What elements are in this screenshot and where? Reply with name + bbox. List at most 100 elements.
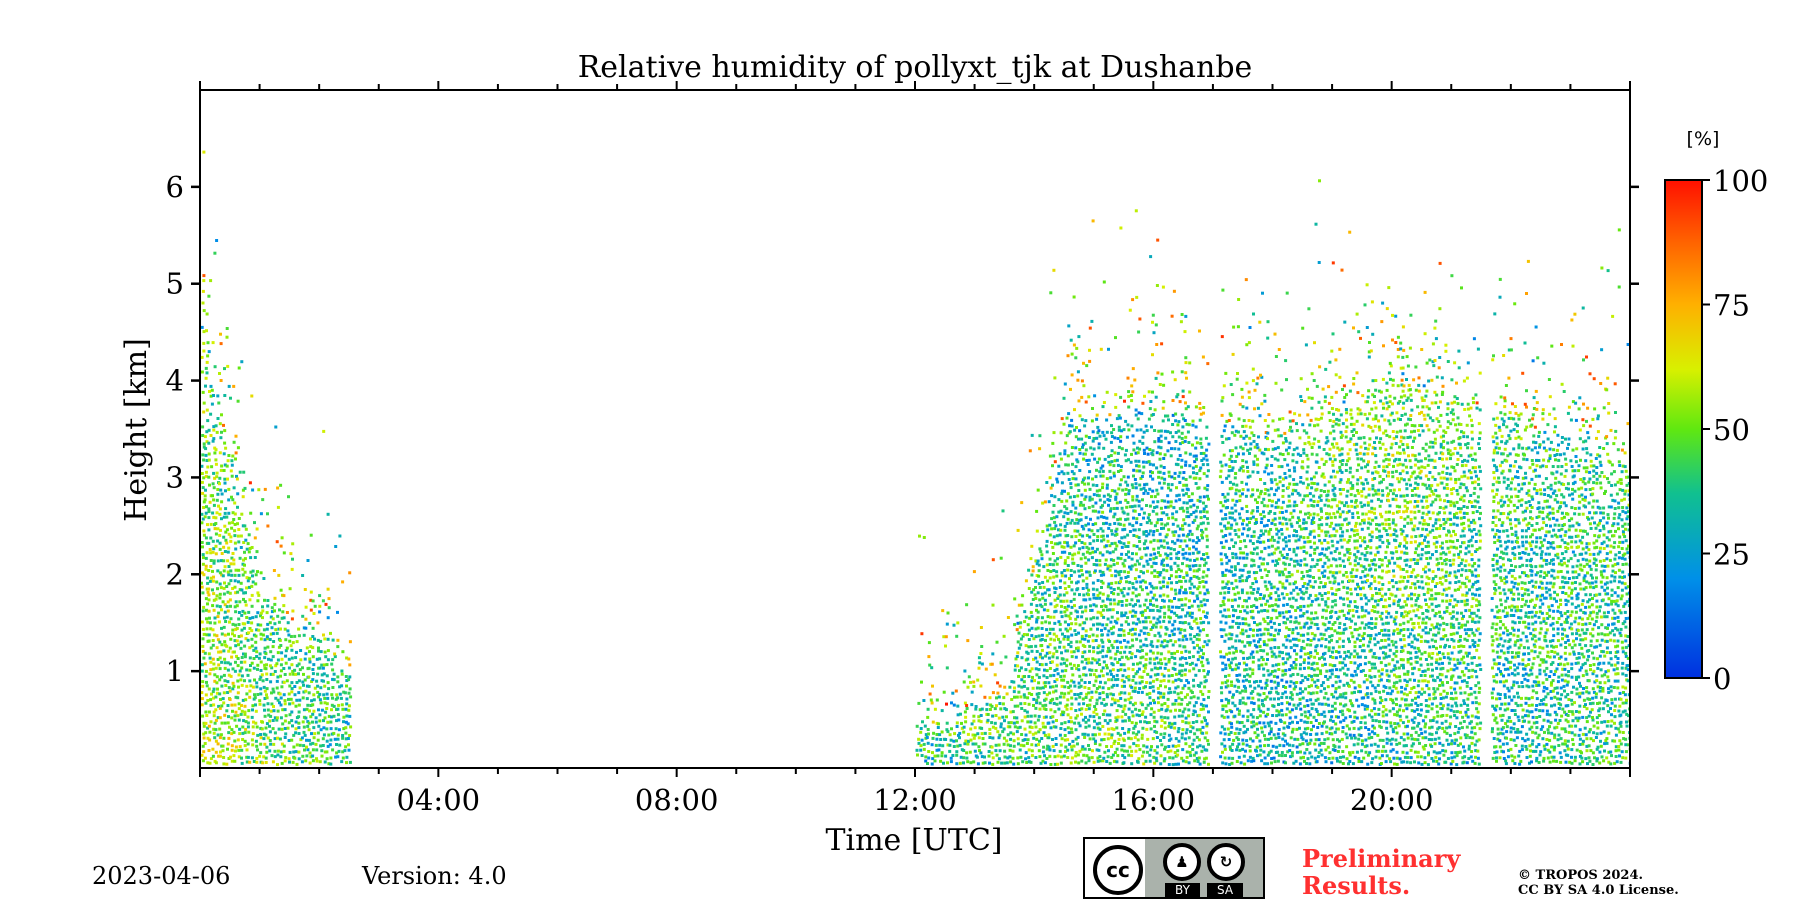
rh-pixel [255, 527, 259, 531]
rh-pixel [1115, 458, 1119, 462]
rh-pixel [977, 719, 981, 723]
rh-pixel [275, 679, 279, 683]
rh-pixel [218, 678, 222, 682]
rh-pixel [1185, 728, 1189, 732]
rh-pixel [1057, 464, 1061, 468]
rh-pixel [255, 760, 259, 764]
rh-pixel [244, 603, 248, 607]
rh-pixel [999, 707, 1003, 711]
rh-pixel [1073, 529, 1077, 533]
rh-pixel [202, 573, 206, 577]
rh-pixel [1131, 604, 1135, 608]
rh-pixel [1248, 643, 1252, 647]
rh-pixel [1224, 697, 1228, 701]
rh-pixel [235, 724, 239, 728]
rh-pixel [297, 691, 301, 695]
rh-pixel [1202, 451, 1206, 455]
rh-pixel [1095, 588, 1099, 592]
rh-pixel [297, 710, 301, 714]
rh-pixel [1243, 609, 1247, 613]
rh-pixel [1155, 604, 1159, 608]
rh-pixel [1122, 629, 1126, 633]
rh-pixel [206, 581, 210, 585]
rh-pixel [1230, 598, 1234, 602]
rh-pixel [1072, 597, 1076, 601]
rh-pixel [1043, 754, 1046, 758]
rh-pixel [1230, 486, 1234, 490]
rh-pixel [1120, 748, 1124, 752]
rh-pixel [1031, 565, 1035, 569]
rh-pixel [1069, 521, 1073, 525]
rh-pixel [1050, 527, 1054, 531]
rh-pixel [1077, 518, 1081, 522]
rh-pixel [1095, 661, 1099, 665]
rh-pixel [1182, 591, 1186, 595]
rh-pixel [1101, 464, 1105, 468]
rh-pixel [1178, 621, 1182, 624]
rh-pixel [251, 685, 255, 689]
rh-pixel [996, 760, 1000, 764]
rh-pixel [282, 744, 286, 748]
rh-pixel [320, 754, 324, 758]
rh-pixel [1059, 431, 1063, 435]
rh-pixel [1098, 563, 1102, 567]
rh-pixel [1224, 539, 1228, 543]
rh-pixel [1074, 465, 1078, 469]
rh-pixel [1195, 735, 1199, 739]
rh-pixel [1139, 570, 1143, 573]
rh-pixel [1171, 522, 1175, 526]
rh-pixel [1136, 662, 1139, 666]
rh-pixel [1092, 715, 1096, 719]
rh-pixel [272, 705, 275, 708]
rh-pixel [1122, 633, 1126, 637]
rh-pixel [1166, 594, 1170, 598]
rh-pixel [1073, 552, 1077, 556]
rh-pixel [1027, 760, 1031, 764]
rh-pixel [211, 482, 215, 486]
rh-pixel [243, 731, 247, 735]
rh-pixel [1140, 649, 1144, 652]
rh-pixel [980, 755, 984, 759]
rh-pixel [1105, 550, 1109, 554]
rh-pixel [240, 656, 244, 659]
rh-pixel [1091, 633, 1095, 637]
rh-pixel [1088, 703, 1092, 707]
rh-pixel [946, 611, 950, 615]
rh-pixel [1081, 546, 1085, 550]
rh-pixel [1156, 701, 1160, 705]
rh-pixel [222, 736, 226, 740]
rh-pixel [1196, 650, 1200, 654]
rh-pixel [310, 680, 314, 683]
rh-pixel [319, 744, 323, 748]
rh-pixel [1187, 736, 1191, 740]
rh-pixel [1077, 761, 1081, 765]
rh-pixel [1224, 527, 1228, 531]
rh-pixel [1235, 556, 1239, 560]
rh-pixel [1228, 457, 1232, 461]
rh-pixel [261, 609, 265, 613]
rh-pixel [1080, 395, 1084, 399]
rh-pixel [283, 759, 287, 763]
rh-pixel [1248, 452, 1251, 455]
rh-pixel [1092, 563, 1096, 566]
rh-pixel [201, 545, 204, 549]
rh-pixel [1178, 454, 1182, 457]
rh-pixel [1238, 579, 1242, 583]
rh-pixel [1019, 743, 1023, 747]
rh-pixel [1081, 579, 1085, 583]
rh-pixel [1184, 435, 1188, 439]
rh-pixel [1142, 448, 1146, 452]
rh-pixel [1173, 561, 1177, 565]
rh-pixel [218, 754, 222, 758]
rh-pixel [205, 714, 209, 717]
rh-pixel [1095, 675, 1099, 679]
rh-pixel [1226, 679, 1230, 683]
rh-pixel [259, 736, 263, 740]
rh-pixel [957, 733, 960, 737]
rh-pixel [964, 715, 968, 719]
rh-pixel [1197, 756, 1201, 760]
rh-pixel [243, 704, 247, 708]
rh-pixel [1101, 691, 1105, 695]
rh-pixel [1144, 663, 1148, 667]
rh-pixel [202, 442, 206, 446]
